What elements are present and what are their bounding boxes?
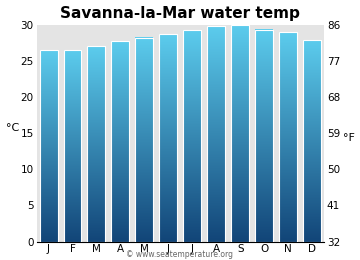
Bar [231, 25, 249, 242]
Bar [112, 41, 129, 242]
Bar [87, 46, 105, 242]
Y-axis label: °C: °C [5, 123, 19, 133]
Bar [303, 40, 321, 242]
Bar [207, 26, 225, 242]
Bar [183, 30, 201, 242]
Bar [63, 50, 81, 242]
Bar [255, 30, 273, 242]
Bar [279, 32, 297, 242]
Bar [40, 50, 58, 242]
Bar [159, 34, 177, 242]
Title: Savanna-la-Mar water temp: Savanna-la-Mar water temp [60, 5, 300, 21]
Y-axis label: °F: °F [343, 133, 355, 143]
Bar [135, 37, 153, 242]
Text: © www.seatemperature.org: © www.seatemperature.org [126, 250, 234, 259]
